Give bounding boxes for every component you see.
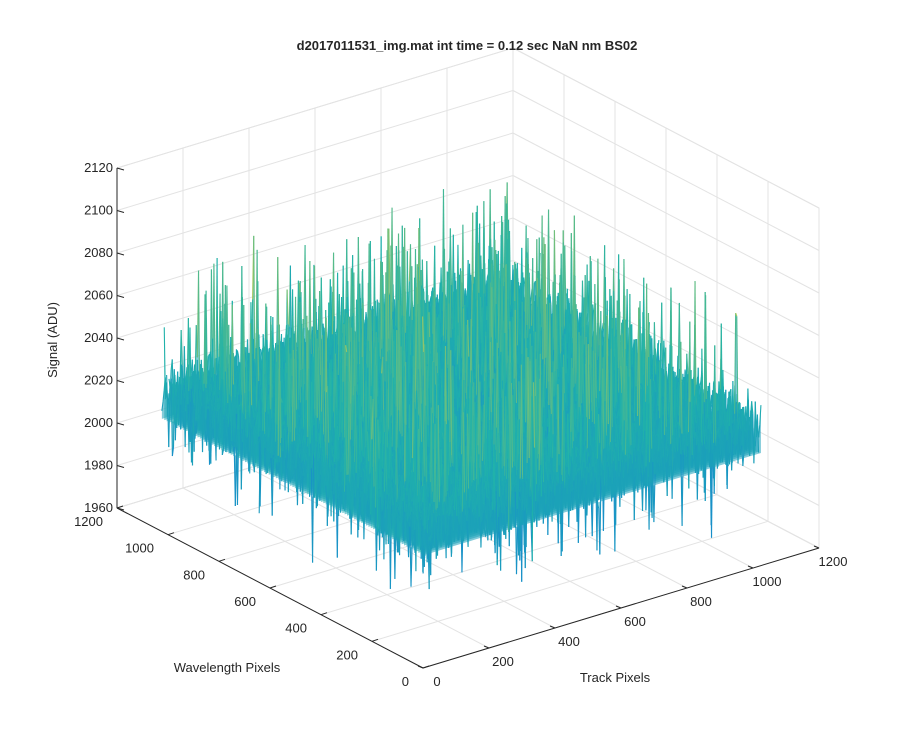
- wall-gridline-z: [512, 132, 820, 294]
- surface-segment: [180, 330, 183, 366]
- wall-gridline-z: [512, 217, 820, 379]
- wall-gridline-z: [512, 47, 820, 209]
- surface-segment: [209, 351, 213, 367]
- wall-gridline-z: [512, 175, 820, 336]
- surface-segment: [161, 401, 164, 411]
- surface-segment: [437, 302, 440, 304]
- surface-mesh: [161, 182, 762, 590]
- wall-gridline-z: [116, 132, 514, 254]
- surface-segment: [210, 395, 213, 398]
- wall-gridline-z: [512, 90, 820, 251]
- floor-gridline-y: [371, 520, 769, 642]
- surface-segment: [236, 350, 240, 356]
- wall-gridline-z: [116, 175, 514, 296]
- surface-segment: [172, 386, 174, 389]
- surface-segment: [163, 327, 166, 400]
- surface-segment: [162, 390, 165, 403]
- wall-gridline-z: [116, 90, 514, 211]
- wall-gridline-z: [116, 47, 514, 169]
